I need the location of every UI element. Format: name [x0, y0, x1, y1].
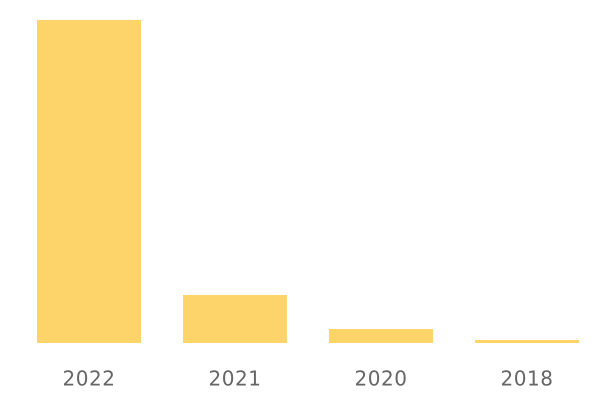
bar: [37, 20, 141, 343]
x-tick-label: 2020: [355, 367, 408, 391]
x-tick-label: 2018: [501, 367, 554, 391]
x-tick-label: 2022: [63, 367, 116, 391]
x-tick-label: 2021: [209, 367, 262, 391]
bar: [183, 295, 287, 343]
bar: [329, 329, 433, 343]
bar: [475, 340, 579, 343]
